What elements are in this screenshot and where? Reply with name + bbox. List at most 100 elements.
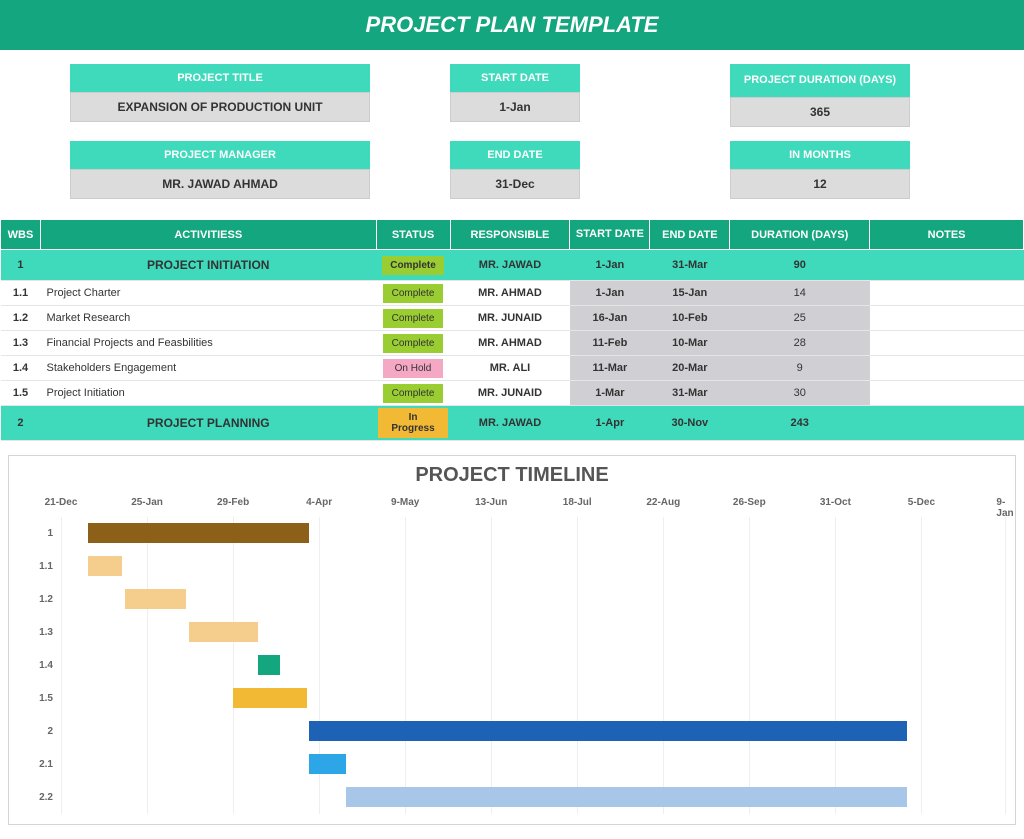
th-wbs: WBS (1, 220, 41, 250)
td-activity: PROJECT PLANNING (40, 406, 376, 441)
td-start-date: 11-Feb (570, 331, 650, 356)
td-end-date: 10-Feb (650, 306, 730, 331)
td-end-date: 31-Mar (650, 250, 730, 281)
timeline: PROJECT TIMELINE 21-Dec25-Jan29-Feb4-Apr… (8, 455, 1016, 825)
gantt-date-label: 18-Jul (563, 497, 592, 508)
td-end-date: 15-Jan (650, 281, 730, 306)
status-badge: Complete (383, 284, 443, 303)
td-activity: PROJECT INITIATION (40, 250, 376, 281)
td-duration: 28 (730, 331, 870, 356)
gantt-row-label: 1.4 (19, 660, 61, 671)
td-wbs: 1.1 (1, 281, 41, 306)
td-wbs: 1.5 (1, 381, 41, 406)
th-duration: DURATION (DAYS) (730, 220, 870, 250)
td-end-date: 10-Mar (650, 331, 730, 356)
td-responsible: MR. JAWAD (450, 250, 570, 281)
td-activity: Project Charter (40, 281, 376, 306)
timeline-title: PROJECT TIMELINE (19, 464, 1005, 487)
gantt-bar (125, 589, 186, 609)
td-responsible: MR. ALI (450, 356, 570, 381)
status-badge: Complete (383, 309, 443, 328)
td-start-date: 1-Apr (570, 406, 650, 441)
table-header-row: WBS ACTIVITIESS STATUS RESPONSIBLE START… (1, 220, 1024, 250)
gantt-row: 2 (19, 715, 1005, 748)
td-notes (870, 406, 1024, 441)
gantt-date-label: 26-Sep (733, 497, 766, 508)
table-row: 1.4Stakeholders Engagement On Hold MR. ALI… (1, 356, 1024, 381)
td-status: Complete (376, 281, 450, 306)
td-responsible: MR. JUNAID (450, 381, 570, 406)
page-title: PROJECT PLAN TEMPLATE (0, 0, 1024, 50)
td-notes (870, 306, 1024, 331)
status-badge: Complete (383, 384, 443, 403)
gantt-track (61, 781, 1005, 814)
info-row-1: PROJECT TITLE EXPANSION OF PRODUCTION UN… (70, 64, 954, 127)
td-responsible: MR. AHMAD (450, 331, 570, 356)
td-activity: Market Research (40, 306, 376, 331)
gantt-date-label: 25-Jan (131, 497, 163, 508)
td-responsible: MR. AHMAD (450, 281, 570, 306)
td-status: Complete (376, 381, 450, 406)
gantt-row-label: 1.1 (19, 561, 61, 572)
td-activity: Stakeholders Engagement (40, 356, 376, 381)
td-status: In Progress (376, 406, 450, 441)
gantt-row-label: 2 (19, 726, 61, 737)
td-start-date: 1-Mar (570, 381, 650, 406)
td-wbs: 1.4 (1, 356, 41, 381)
th-activities: ACTIVITIESS (40, 220, 376, 250)
th-responsible: RESPONSIBLE (450, 220, 570, 250)
info-row-2: PROJECT MANAGER MR. JAWAD AHMAD END DATE… (70, 141, 954, 199)
td-duration: 9 (730, 356, 870, 381)
th-notes: NOTES (870, 220, 1024, 250)
gantt-track (61, 550, 1005, 583)
status-badge: In Progress (378, 408, 448, 438)
gantt-row: 1.4 (19, 649, 1005, 682)
table-row: 2PROJECT PLANNINGIn ProgressMR. JAWAD1-A… (1, 406, 1024, 441)
gantt-bar (88, 523, 309, 543)
td-notes (870, 356, 1024, 381)
gantt-track (61, 616, 1005, 649)
table-row: 1PROJECT INITIATION Complete MR. JAWAD1-Ja… (1, 250, 1024, 281)
start-date-label: START DATE (450, 64, 580, 92)
table-row: 1.2Market ResearchCompleteMR. JUNAID16-J… (1, 306, 1024, 331)
td-wbs: 1.2 (1, 306, 41, 331)
gantt-row-label: 2.1 (19, 759, 61, 770)
gantt-date-axis: 21-Dec25-Jan29-Feb4-Apr9-May13-Jun18-Jul… (61, 497, 1005, 517)
gantt-track (61, 748, 1005, 781)
gantt-row-label: 1.3 (19, 627, 61, 638)
gantt-bar (233, 688, 307, 708)
td-duration: 14 (730, 281, 870, 306)
gantt-track (61, 682, 1005, 715)
project-title-value: EXPANSION OF PRODUCTION UNIT (70, 92, 370, 122)
gantt-row-label: 2.2 (19, 792, 61, 803)
table-row: 1.3Financial Projects and FeasbilitiesCo… (1, 331, 1024, 356)
status-badge: Complete (383, 334, 443, 353)
gantt-date-label: 5-Dec (908, 497, 935, 508)
project-manager-value: MR. JAWAD AHMAD (70, 169, 370, 199)
plan-table: WBS ACTIVITIESS STATUS RESPONSIBLE START… (0, 219, 1024, 441)
td-status: Complete (376, 331, 450, 356)
td-duration: 243 (730, 406, 870, 441)
gantt-date-label: 13-Jun (475, 497, 507, 508)
td-wbs: 1 (1, 250, 41, 281)
td-wbs: 2 (1, 406, 41, 441)
gantt-row: 1.5 (19, 682, 1005, 715)
status-badge: On Hold (383, 359, 443, 378)
th-start-date: START DATE (570, 220, 650, 250)
gantt-row-label: 1.2 (19, 594, 61, 605)
gantt-date-label: 29-Feb (217, 497, 249, 508)
td-notes (870, 281, 1024, 306)
td-responsible: MR. JUNAID (450, 306, 570, 331)
gantt-row-label: 1.5 (19, 693, 61, 704)
end-date-value: 31-Dec (450, 169, 580, 199)
gantt-row: 2.2 (19, 781, 1005, 814)
project-manager-label: PROJECT MANAGER (70, 141, 370, 169)
td-notes (870, 250, 1024, 281)
gantt-bar (189, 622, 258, 642)
td-wbs: 1.3 (1, 331, 41, 356)
td-start-date: 1-Jan (570, 250, 650, 281)
gantt-bar (309, 721, 906, 741)
status-badge: Complete (382, 256, 444, 275)
gantt-row: 1.3 (19, 616, 1005, 649)
gantt-row: 1 (19, 517, 1005, 550)
